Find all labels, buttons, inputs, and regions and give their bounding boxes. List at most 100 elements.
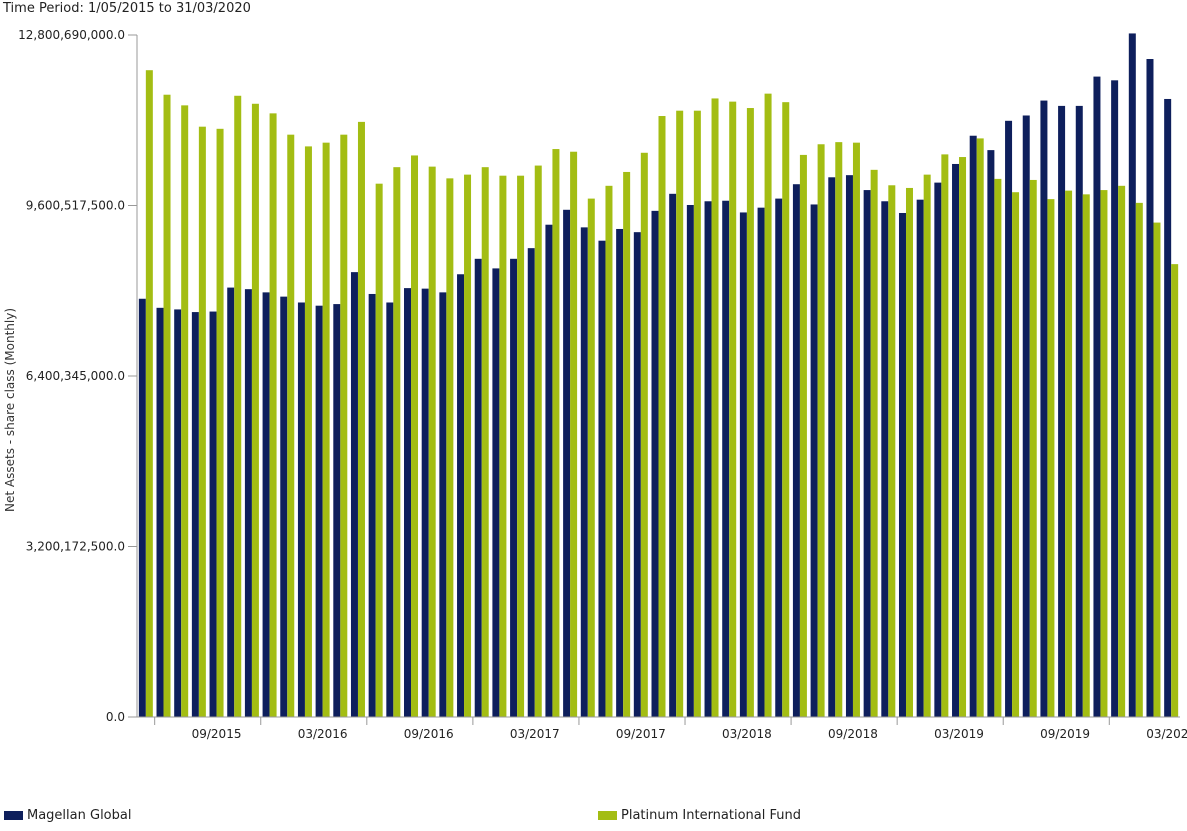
bar-magellan (209, 311, 217, 717)
bar-magellan (174, 309, 182, 717)
bar-magellan (969, 135, 977, 718)
x-tick-label: 09/2016 (404, 727, 454, 741)
bar-magellan (404, 288, 412, 717)
bar-magellan (669, 193, 677, 717)
bar-magellan (1128, 33, 1136, 717)
x-tick-label: 09/2015 (192, 727, 242, 741)
bar-platinum (658, 116, 666, 717)
bar-platinum (411, 155, 419, 717)
bar-magellan (686, 204, 694, 718)
bar-magellan (863, 190, 871, 717)
bar-magellan (1040, 100, 1048, 717)
bar-magellan (775, 198, 783, 718)
bar-platinum (1118, 185, 1126, 717)
bar-magellan (845, 175, 853, 717)
bar-magellan (1111, 80, 1119, 717)
bar-platinum (1047, 199, 1055, 717)
bar-platinum (711, 98, 719, 717)
x-tick-label: 03/2020 (1146, 727, 1187, 741)
bar-magellan (280, 296, 288, 717)
bar-platinum (640, 152, 648, 717)
bar-platinum (428, 166, 436, 717)
bar-platinum (269, 113, 277, 718)
x-tick-label: 03/2019 (934, 727, 984, 741)
bar-platinum (517, 175, 525, 717)
bar-platinum (1082, 194, 1090, 718)
legend-label-platinum: Platinum International Fund (621, 808, 802, 823)
x-tick-label: 03/2016 (298, 727, 348, 741)
bar-magellan (1022, 115, 1030, 718)
bar-platinum (693, 110, 701, 717)
bar-magellan (987, 150, 995, 717)
bar-magellan (916, 199, 924, 718)
x-tick-label: 03/2018 (722, 727, 772, 741)
bar-platinum (905, 187, 913, 717)
bar-platinum (605, 185, 613, 717)
bar-platinum (1065, 190, 1073, 718)
bar-platinum (340, 134, 348, 718)
y-tick-label: 6,400,345,000.0 (26, 369, 125, 383)
bar-magellan (457, 274, 465, 717)
bar-platinum (587, 198, 595, 718)
bar-magellan (545, 224, 553, 717)
legend-swatch-platinum (598, 811, 617, 820)
bar-platinum (852, 142, 860, 717)
bar-platinum (181, 105, 189, 718)
bar-platinum (145, 70, 153, 717)
bar-magellan (156, 307, 164, 717)
bar-magellan (722, 200, 730, 718)
bar-magellan (227, 287, 235, 717)
bar-platinum (464, 174, 472, 717)
time-period-label: Time Period: 1/05/2015 to 31/03/2020 (3, 1, 251, 16)
bar-magellan (651, 210, 659, 718)
x-axis: 09/2015 03/2016 09/2016 03/2017 09/2017 03/20… (137, 716, 1187, 741)
bar-platinum (1153, 222, 1161, 717)
legend-item-platinum[interactable]: Platinum International Fund (598, 808, 801, 823)
legend-swatch-magellan (4, 811, 23, 820)
x-tick-label: 03/2017 (510, 727, 560, 741)
bar-platinum (923, 174, 931, 717)
bar-platinum (393, 167, 401, 718)
bar-chart: 0.0 3,200,172,500.0 6,400,345,000.0 9,600,5… (3, 28, 1187, 741)
bar-platinum (623, 171, 631, 717)
bar-magellan (474, 258, 482, 717)
bar-platinum (835, 142, 843, 717)
bar-platinum (994, 178, 1002, 717)
bar-platinum (1100, 190, 1108, 717)
bar-magellan (704, 201, 712, 717)
bar-magellan (138, 298, 146, 717)
bar-magellan (191, 312, 199, 717)
bar-magellan (952, 163, 960, 718)
bar-platinum (499, 175, 507, 717)
y-tick-label: 3,200,172,500.0 (26, 540, 125, 554)
bar-platinum (729, 101, 737, 717)
bar-magellan (1005, 120, 1013, 717)
bar-platinum (976, 138, 984, 717)
bar-magellan (368, 293, 376, 717)
bar-magellan (527, 248, 535, 717)
bar-magellan (315, 305, 323, 717)
bar-magellan (262, 292, 270, 717)
bar-platinum (746, 108, 754, 717)
bar-magellan (792, 184, 800, 718)
bar-platinum (764, 93, 772, 717)
bar-magellan (580, 227, 588, 717)
bar-platinum (234, 95, 242, 717)
bar-magellan (1075, 105, 1083, 717)
y-tick-label: 9,600,517,500.0 (26, 199, 125, 213)
x-tick-label: 09/2018 (828, 727, 878, 741)
bar-platinum (676, 110, 684, 717)
bar-magellan (333, 304, 341, 717)
bar-magellan (439, 292, 447, 717)
bar-magellan (297, 302, 305, 717)
bar-magellan (898, 212, 906, 718)
bar-magellan (244, 289, 252, 717)
bar-platinum (481, 167, 489, 718)
legend-item-magellan[interactable]: Magellan Global (4, 808, 131, 823)
y-axis-title: Net Assets - share class (Monthly) (3, 308, 17, 512)
bar-magellan (563, 209, 571, 718)
bar-magellan (492, 268, 500, 717)
bar-platinum (216, 128, 224, 717)
bar-magellan (934, 182, 942, 717)
bars (138, 33, 1179, 718)
